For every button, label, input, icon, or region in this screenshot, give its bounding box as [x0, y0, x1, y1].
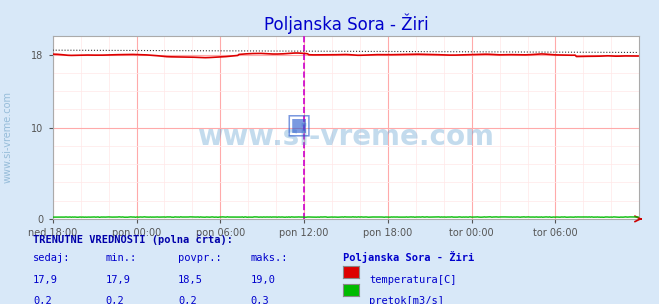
Text: www.si-vreme.com: www.si-vreme.com — [3, 91, 13, 183]
Text: 18,5: 18,5 — [178, 275, 203, 285]
Text: 17,9: 17,9 — [105, 275, 130, 285]
Text: 0,2: 0,2 — [105, 296, 124, 304]
Text: 17,9: 17,9 — [33, 275, 58, 285]
Title: Poljanska Sora - Žiri: Poljanska Sora - Žiri — [264, 13, 428, 33]
Text: 0,2: 0,2 — [33, 296, 51, 304]
Text: TRENUTNE VREDNOSTI (polna črta):: TRENUTNE VREDNOSTI (polna črta): — [33, 235, 233, 245]
Text: ▣: ▣ — [286, 110, 312, 138]
Text: povpr.:: povpr.: — [178, 254, 221, 264]
Text: maks.:: maks.: — [250, 254, 288, 264]
Text: temperatura[C]: temperatura[C] — [369, 275, 457, 285]
Text: 0,3: 0,3 — [250, 296, 269, 304]
Text: 0,2: 0,2 — [178, 296, 196, 304]
Text: www.si-vreme.com: www.si-vreme.com — [198, 123, 494, 151]
Text: Poljanska Sora - Žiri: Poljanska Sora - Žiri — [343, 251, 474, 264]
Text: sedaj:: sedaj: — [33, 254, 71, 264]
Text: pretok[m3/s]: pretok[m3/s] — [369, 296, 444, 304]
Text: min.:: min.: — [105, 254, 136, 264]
Text: 19,0: 19,0 — [250, 275, 275, 285]
